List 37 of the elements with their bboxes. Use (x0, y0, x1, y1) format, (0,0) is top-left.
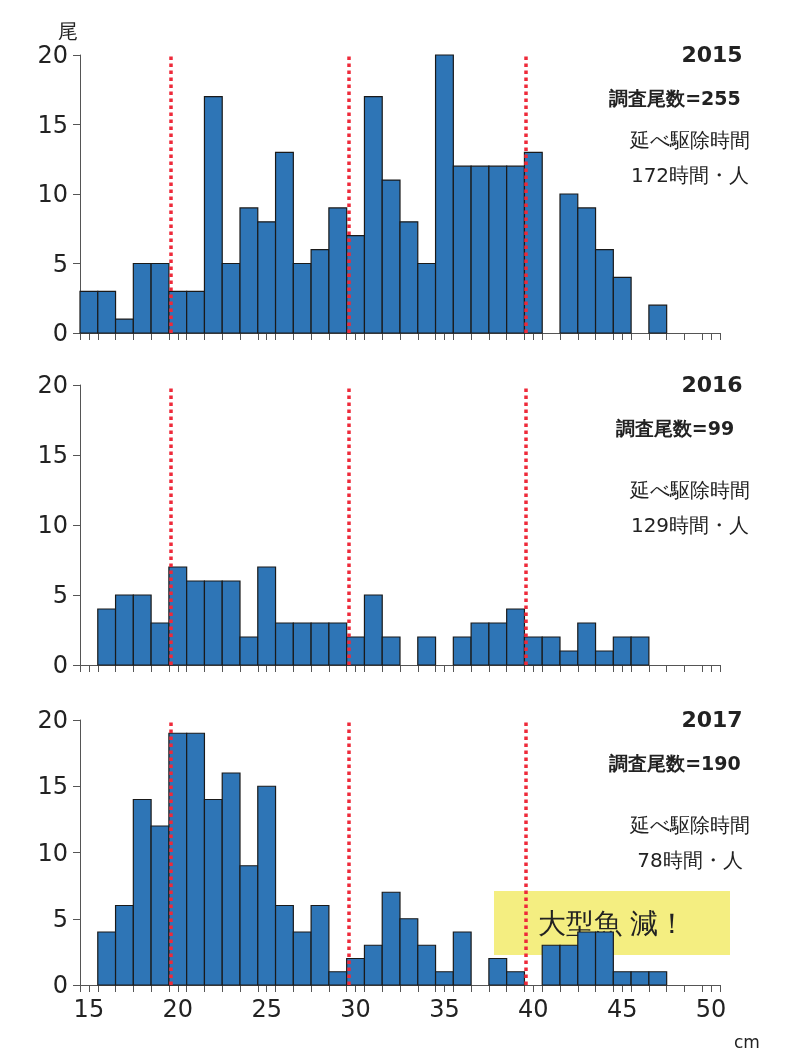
annotation: 延べ駆除時間 (629, 478, 750, 502)
x-tick-label: 30 (340, 995, 371, 1023)
y-tick-label: 10 (37, 180, 68, 208)
y-tick-label: 5 (52, 581, 68, 609)
y-tick-label: 20 (37, 41, 68, 69)
x-tick-label: 50 (695, 995, 727, 1023)
y-tick-label: 20 (37, 706, 68, 734)
x-tick-label: 40 (518, 995, 549, 1023)
y-tick-label: 15 (37, 110, 68, 139)
chart-title: 2015 (681, 41, 743, 67)
annotation: 129時間・人 (630, 513, 750, 537)
x-tick-label: 20 (162, 995, 194, 1023)
y-tick-label: 15 (37, 441, 68, 469)
annotation: 172時間・人 (630, 163, 750, 187)
x-axis-title: cm (734, 1031, 760, 1052)
text: 調査尾数=255 (609, 86, 741, 109)
x-tick-label: 15 (73, 995, 105, 1023)
x-tick-label: 25 (251, 995, 282, 1023)
y-tick-label: 0 (52, 319, 68, 347)
y-tick-label: 5 (52, 904, 68, 933)
x-tick-label: 35 (429, 995, 460, 1023)
y-tick-label: 20 (37, 371, 68, 399)
annotation: 延べ駆除時間 (629, 128, 750, 152)
y-axis-title: 尾 (57, 19, 78, 43)
y-tick-label: 0 (52, 651, 68, 679)
chart-title: 2017 (681, 706, 743, 732)
text: 調査尾数=190 (609, 751, 741, 774)
y-tick-label: 15 (37, 772, 68, 801)
x-tick-label: 45 (606, 995, 638, 1023)
annotation: 78時間・人 (637, 848, 743, 872)
text: 調査尾数=99 (615, 416, 735, 439)
y-tick-label: 5 (52, 249, 68, 278)
chart-title: 2016 (681, 371, 743, 397)
y-tick-label: 0 (52, 971, 68, 999)
y-tick-label: 10 (37, 511, 68, 539)
annotation: 延べ駆除時間 (629, 813, 750, 837)
y-tick-label: 10 (37, 838, 68, 867)
